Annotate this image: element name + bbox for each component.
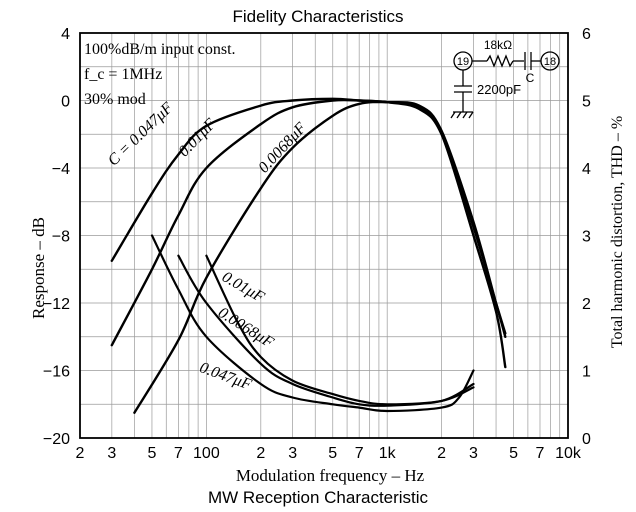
conditions-line-2: f_c = 1MHz [84,66,162,83]
response-curve [133,100,507,414]
ground-hatch-1 [450,111,456,119]
x-tick-label: 3 [469,445,478,462]
right-y-tick-label: 1 [582,364,591,381]
resistor-symbol [486,54,514,68]
left-y-tick-label: −20 [43,431,70,448]
right-y-tick-label: 2 [582,296,591,313]
right-y-tick-label: 0 [582,431,591,448]
pin-19-label: 19 [457,56,469,68]
x-tick-label: 2 [76,445,85,462]
x-tick-label: 1k [379,445,397,462]
right-axis-label: Total harmonic distortion, THD – % [609,116,626,348]
conditions-note: 100%dB/m input const. f_c = 1MHz 30% mod [84,41,236,108]
x-tick-label: 7 [355,445,364,462]
conditions-line-3: 30% mod [84,91,146,108]
ground-hatch-3 [462,111,468,119]
pin-18-circle [540,51,560,71]
shunt-capacitor-value: 2200pF [477,82,521,97]
x-tick-label: 7 [536,445,545,462]
resistor-value: 18kΩ [484,38,512,52]
x-tick-label: 3 [107,445,116,462]
x-tick-label: 3 [288,445,297,462]
x-tick-label: 100 [193,445,220,462]
left-y-tick-label: −16 [43,364,70,381]
conditions-line-1: 100%dB/m input const. [84,41,236,58]
chart-caption: MW Reception Characteristic [208,488,429,507]
plot-frame [79,32,569,439]
x-tick-label: 2 [256,445,265,462]
right-y-tick-label: 6 [582,26,591,43]
chart-title: Fidelity Characteristics [233,7,404,26]
thd-curve [150,234,475,413]
pin-18-label: 18 [544,56,556,68]
curve-label: 0.047μF [197,359,254,393]
ground-hatch-2 [456,111,462,119]
ground-hatch-4 [468,111,474,119]
right-y-tick-label: 3 [582,229,591,246]
curve-label: 0.01μF [175,115,219,160]
x-tick-label: 5 [328,445,337,462]
curve-label: 0.0068μF [215,304,277,351]
left-y-tick-label: −8 [52,229,70,246]
circuit-diagram: 19 18kΩ C 18 2200pF [450,38,560,119]
x-tick-label: 5 [509,445,518,462]
x-tick-label: 10k [555,445,582,462]
x-tick-label: 5 [147,445,156,462]
right-y-tick-label: 5 [582,94,591,111]
x-tick-label: 7 [174,445,183,462]
left-y-tick-label: −12 [43,296,70,313]
capacitor-label: C [526,71,535,85]
left-y-tick-label: 4 [61,26,70,43]
thd-curve [205,254,475,406]
axis-tick-labels: 2 3 5 7 100 2 3 5 7 1k 2 3 5 7 10k 4 0 −4 −8 −12 −16 −20 6 5 4 3 2… [43,26,591,462]
x-axis-label: Modulation frequency – Hz [236,466,425,485]
left-axis-label: Response – dB [29,217,48,319]
response-curve [110,98,507,369]
left-y-tick-label: −4 [52,161,70,178]
x-tick-label: 2 [437,445,446,462]
data-curves [110,97,507,414]
left-y-tick-label: 0 [61,94,70,111]
right-y-tick-label: 4 [582,161,591,178]
